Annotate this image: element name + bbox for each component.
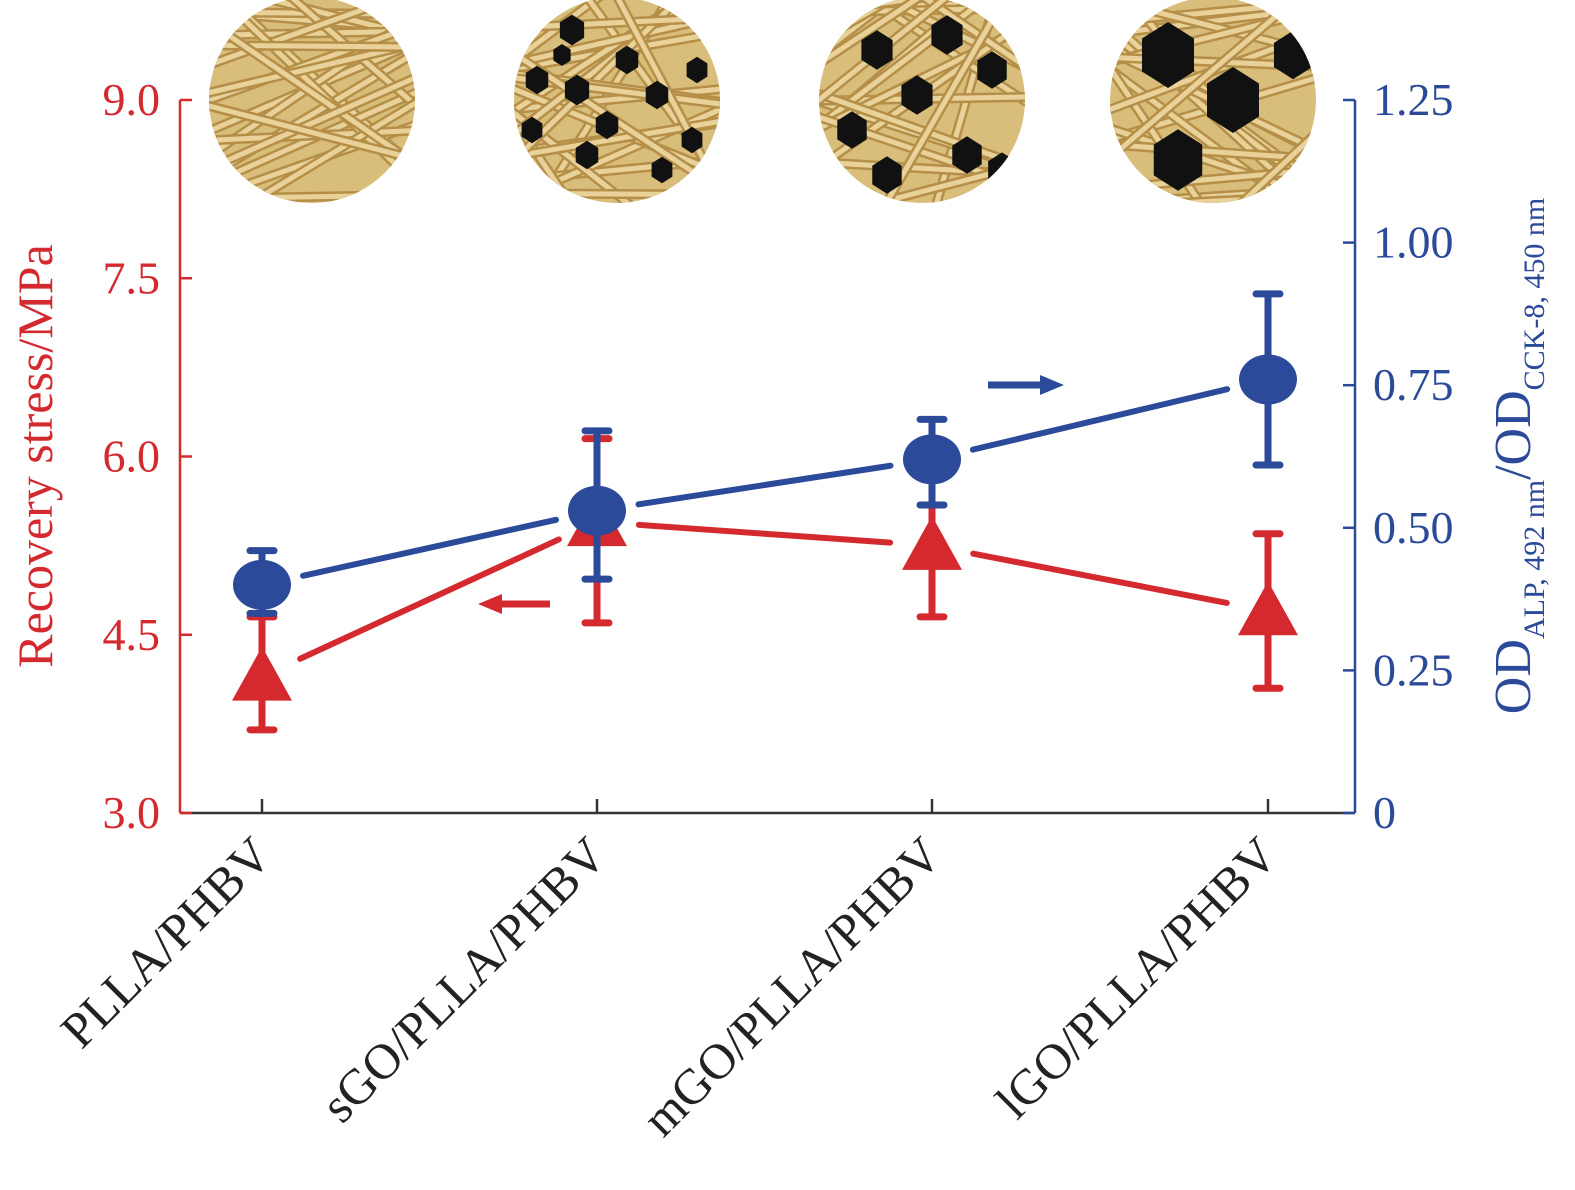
right-title-sub1: ALP, 492 nm [1518,480,1551,639]
left-axis-ticks: 3.0 4.5 6.0 7.5 9.0 [103,74,192,838]
left-tick-label: 6.0 [103,431,161,482]
fiber [514,68,720,114]
od-ratio-series [233,290,1297,617]
fiber-mesh-insets [209,0,1316,203]
left-tick-label: 3.0 [103,787,161,838]
left-tick-label: 4.5 [103,609,161,660]
fiber [819,0,1025,144]
fiber [209,191,415,202]
series-line-segment [970,550,1230,606]
graphene-particle [575,140,599,170]
data-point-circle [903,434,961,485]
arrow-to-left-axis [478,594,550,614]
category-label: lGO/PLLA/PHBV [985,826,1288,1129]
graphene-particle [837,111,867,149]
fiber [1110,52,1316,72]
graphene-particle [553,44,571,66]
fiber [1110,3,1248,203]
fiber [209,63,415,203]
right-title-slash: /OD [1485,390,1542,480]
arrow-to-right-axis [988,375,1064,395]
fiber-mesh-inset [1110,0,1316,203]
graphene-particle [861,30,893,70]
graphene-particle [901,75,933,115]
fiber [1159,58,1316,203]
series-line-segment [635,521,894,546]
data-point-circle [233,559,291,610]
right-axis-title: ODALP, 492 nm/ODCCK-8, 450 nm [1485,198,1551,714]
graphene-particle [564,74,590,106]
category-label: mGO/PLLA/PHBV [631,826,952,1147]
graphene-particle [525,65,549,95]
series-line-segment [969,386,1231,453]
fiber-mesh-inset [514,0,720,203]
fiber [819,4,1025,16]
graphene-particle [559,14,585,46]
graphene-particle [595,110,619,140]
right-tick-label: 0 [1373,787,1396,838]
series-line-segment [300,516,559,579]
category-labels: PLLA/PHBV sGO/PLLA/PHBV mGO/PLLA/PHBV lGO/P… [50,826,1288,1147]
right-axis-ticks: 0 0.25 0.50 0.75 1.00 1.25 [1343,74,1454,838]
left-tick-label: 9.0 [103,74,161,125]
right-tick-label: 0.75 [1373,359,1454,410]
fiber [836,0,1025,122]
graphene-particle [1142,22,1194,88]
fiber [209,42,415,51]
left-tick-label: 7.5 [103,252,161,303]
fiber [514,190,720,198]
graphene-particle [681,126,703,154]
recovery-stress-series [232,435,1298,734]
data-point-circle [1239,354,1297,405]
left-axis-title: Recovery stress/MPa [7,244,63,668]
fiber [819,143,1025,203]
fiber [1110,190,1316,203]
data-point-circle [568,485,626,536]
graphene-particle [651,156,673,184]
x-axis-ticks [260,799,1270,813]
graphene-particle [1207,67,1259,133]
category-label: PLLA/PHBV [50,826,282,1058]
series-line-segment [635,462,894,508]
graphene-particle [645,80,669,110]
category-label: sGO/PLLA/PHBV [310,826,617,1133]
graphene-particle [615,45,639,75]
fiber [819,0,1009,118]
data-point-triangle [902,515,962,570]
graphene-particle [521,116,543,144]
fiber-mesh-inset [209,0,415,203]
graphene-particle [977,51,1007,89]
fiber [514,56,698,203]
graphene-particle [1153,129,1203,191]
data-point-triangle [1238,581,1298,636]
fiber [819,0,1010,94]
right-title-sub2: CCK-8, 450 nm [1518,198,1551,391]
right-title-main: OD [1485,639,1542,714]
series-line-segment [297,536,562,662]
fiber-mesh-inset [819,0,1025,203]
data-point-triangle [232,646,292,701]
fiber [514,81,720,118]
right-tick-label: 1.25 [1373,74,1454,125]
graphene-particle [686,56,708,84]
graphene-particle [952,136,982,174]
graphene-particle [872,156,902,194]
graphene-particle [931,15,963,55]
right-tick-label: 0.25 [1373,644,1454,695]
right-tick-label: 0.50 [1373,502,1454,553]
right-tick-label: 1.00 [1373,217,1454,268]
